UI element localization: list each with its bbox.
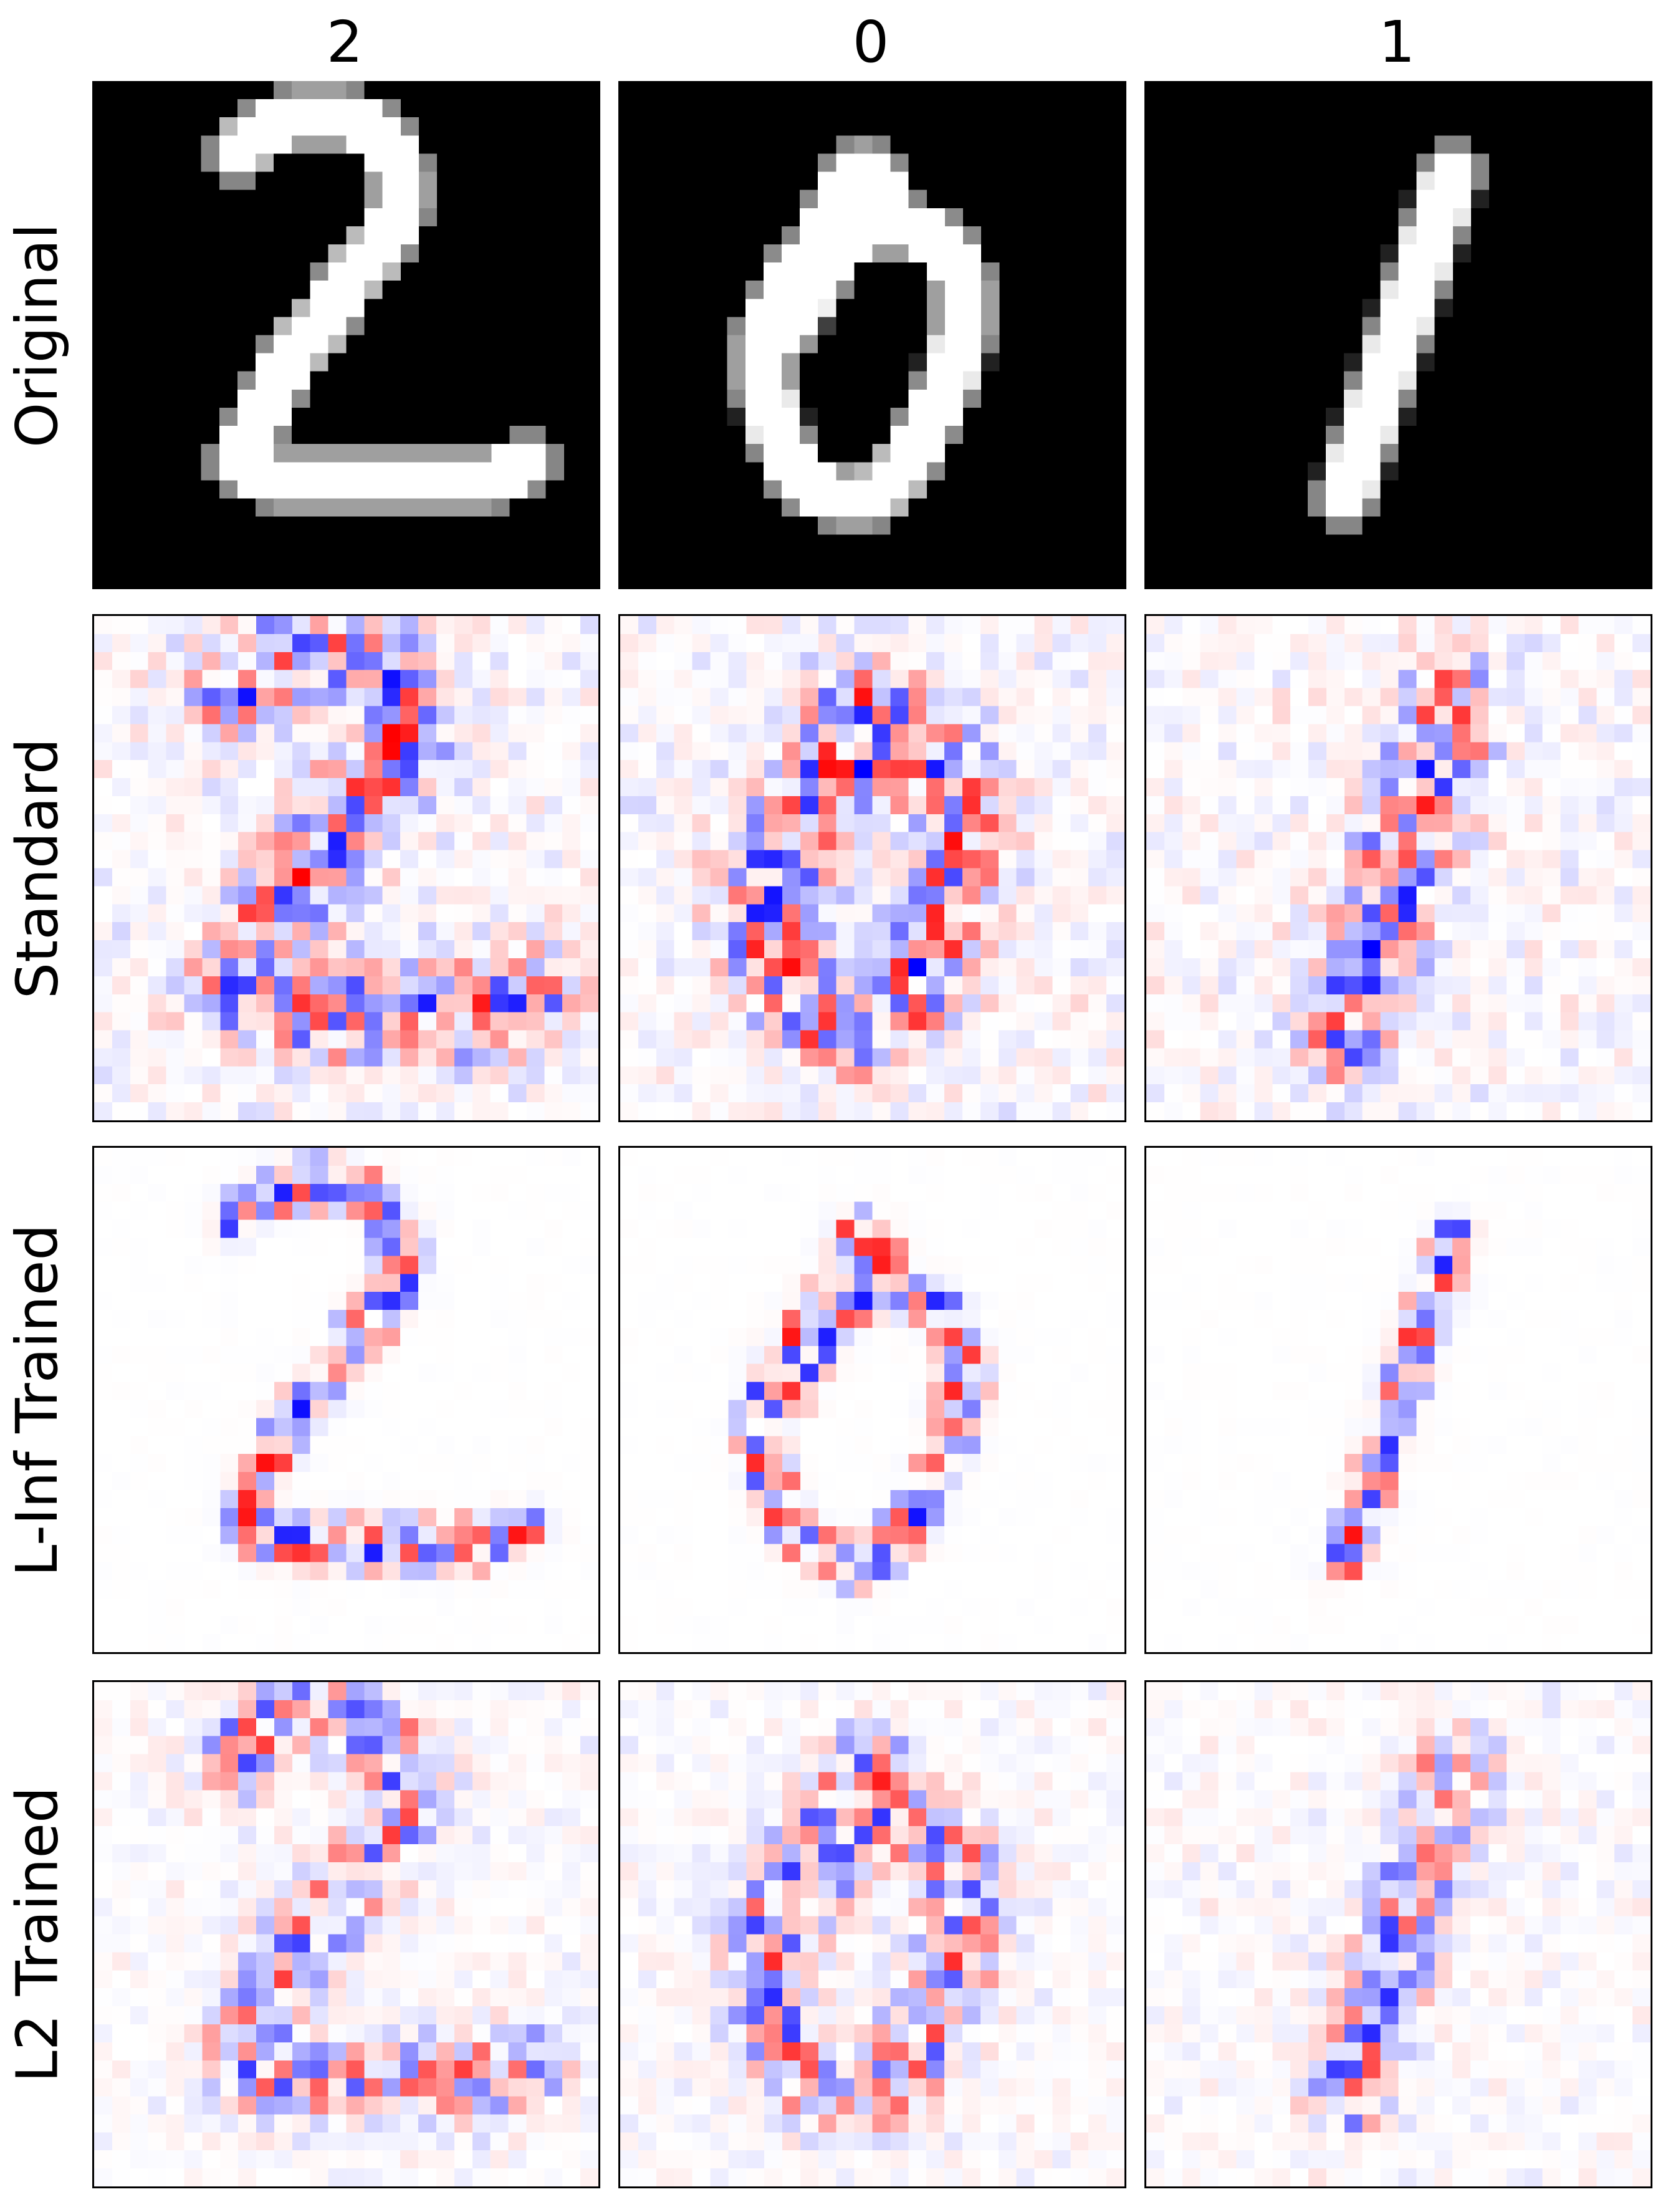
l2-heatmap-digit-2 xyxy=(92,1680,600,2188)
linf-heatmap-digit-1 xyxy=(1144,1146,1652,1654)
row-label-linf-trained: L-Inf Trained xyxy=(4,1223,70,1577)
standard-heatmap-digit-2 xyxy=(92,614,600,1122)
standard-heatmap-digit-1 xyxy=(1144,614,1652,1122)
original-image-digit-1 xyxy=(1144,81,1652,589)
linf-heatmap-digit-0 xyxy=(618,1146,1126,1654)
row-label-original: Original xyxy=(4,223,71,448)
standard-heatmap-digit-0 xyxy=(618,614,1126,1122)
linf-heatmap-digit-2 xyxy=(92,1146,600,1654)
row-label-standard: Standard xyxy=(4,738,71,999)
original-image-digit-0 xyxy=(618,81,1126,589)
column-title-2: 2 xyxy=(326,9,363,75)
column-title-1: 1 xyxy=(1378,9,1416,75)
original-image-digit-2 xyxy=(92,81,600,589)
l2-heatmap-digit-0 xyxy=(618,1680,1126,2188)
l2-heatmap-digit-1 xyxy=(1144,1680,1652,2188)
row-label-l2-trained: L2 Trained xyxy=(4,1786,70,2082)
column-title-0: 0 xyxy=(852,9,889,75)
